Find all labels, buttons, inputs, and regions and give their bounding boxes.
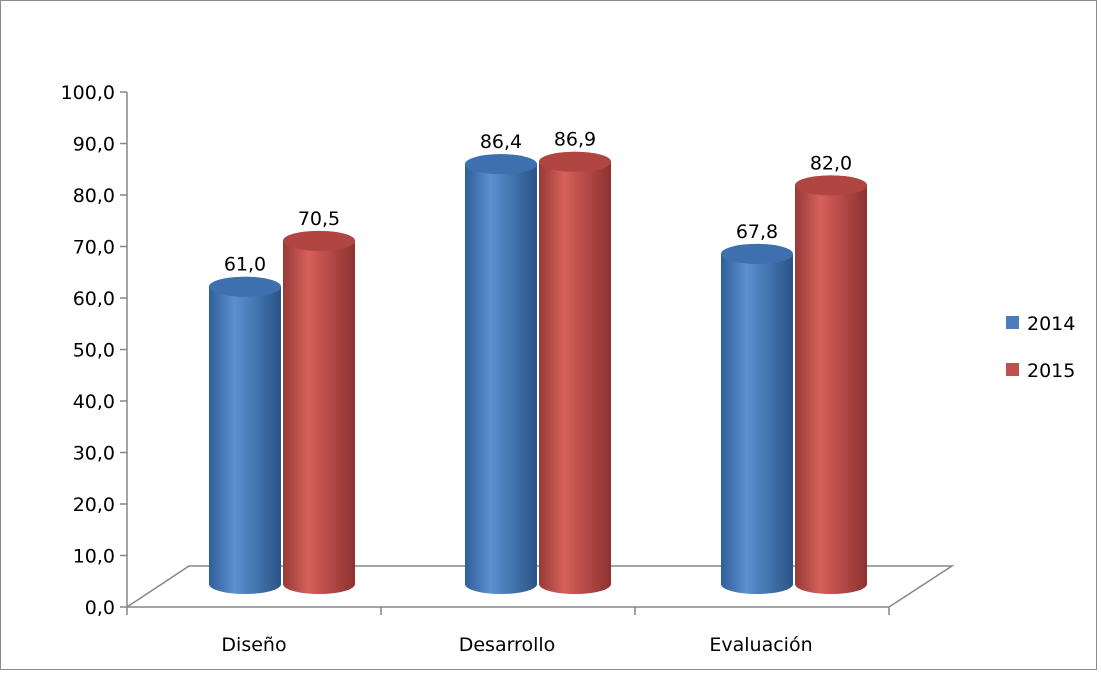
legend-item-2015: 2015 — [1006, 360, 1075, 382]
bar-top-shade — [209, 276, 281, 297]
data-labels: 61,0 70,5 86,4 86,9 67,8 82,0 — [224, 129, 852, 276]
category-label: Evaluación — [709, 634, 812, 656]
y-tick-label: 70,0 — [73, 237, 115, 259]
bar-body — [283, 240, 355, 594]
data-label: 86,4 — [480, 131, 522, 153]
data-label: 61,0 — [224, 254, 266, 276]
y-tick-label: 50,0 — [73, 340, 115, 362]
category-labels: Diseño Desarrollo Evaluación — [221, 634, 812, 656]
bar-body — [539, 161, 611, 595]
y-tick-label: 0,0 — [85, 597, 115, 619]
data-label: 82,0 — [810, 152, 852, 174]
bar-top-shade — [721, 243, 793, 264]
bar-2014-Evaluación — [721, 243, 793, 594]
bar-body — [795, 185, 867, 594]
data-label: 86,9 — [554, 129, 596, 151]
legend-swatch — [1006, 363, 1019, 376]
y-tick-label: 10,0 — [73, 546, 115, 568]
bar-2015-Desarrollo — [539, 151, 611, 595]
category-label: Desarrollo — [459, 634, 556, 656]
legend-item-2014: 2014 — [1006, 313, 1075, 335]
legend-label: 2015 — [1027, 360, 1075, 382]
y-ticks: 0,0 10,0 20,0 30,0 40,0 50,0 60,0 70,0 80,0 90,0 1… — [61, 82, 127, 619]
legend-swatch — [1006, 316, 1019, 329]
y-tick-label: 40,0 — [73, 391, 115, 413]
bar-top-shade — [539, 151, 611, 172]
bar-body — [465, 164, 537, 595]
data-label: 70,5 — [298, 208, 340, 230]
bar-top-shade — [465, 154, 537, 175]
y-tick-label: 60,0 — [73, 288, 115, 310]
y-tick-label: 100,0 — [61, 82, 115, 104]
y-tick-label: 30,0 — [73, 443, 115, 465]
bar-body — [209, 286, 281, 594]
bar-2014-Diseño — [209, 276, 281, 594]
y-tick-label: 80,0 — [73, 185, 115, 207]
bar-2015-Evaluación — [795, 175, 867, 594]
bar-body — [721, 253, 793, 594]
category-label: Diseño — [221, 634, 286, 656]
y-tick-label: 20,0 — [73, 494, 115, 516]
y-tick-label: 90,0 — [73, 134, 115, 156]
data-label: 67,8 — [736, 221, 778, 243]
x-ticks — [126, 607, 890, 615]
bars — [209, 151, 867, 595]
legend-label: 2014 — [1027, 313, 1075, 335]
bar-top-shade — [283, 230, 355, 251]
bar-2015-Diseño — [283, 230, 355, 594]
legend: 2014 2015 — [1006, 313, 1075, 382]
bar-top-shade — [795, 175, 867, 196]
bar-2014-Desarrollo — [465, 154, 537, 595]
